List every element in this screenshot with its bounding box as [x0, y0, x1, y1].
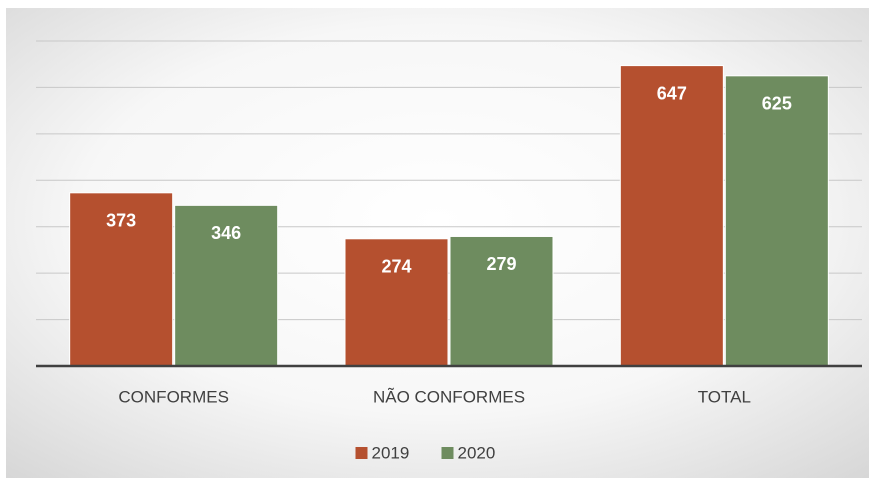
bar	[69, 192, 174, 367]
x-tick-label: CONFORMES	[118, 387, 229, 406]
legend-swatch	[441, 447, 454, 459]
data-label: 274	[381, 257, 411, 277]
bar	[344, 238, 449, 367]
x-tick-label: TOTAL	[698, 387, 751, 406]
bar	[724, 75, 829, 367]
data-label: 279	[486, 254, 516, 274]
legend-label: 2019	[372, 443, 410, 462]
legend-label: 2020	[458, 443, 496, 462]
bar	[449, 235, 554, 367]
data-label: 346	[211, 223, 241, 243]
x-tick-label: NÃO CONFORMES	[373, 387, 525, 406]
legend-swatch	[355, 447, 368, 459]
bar	[619, 65, 724, 367]
data-label: 373	[106, 211, 136, 231]
data-label: 625	[762, 94, 792, 114]
bar	[174, 204, 279, 367]
data-label: 647	[657, 83, 687, 103]
